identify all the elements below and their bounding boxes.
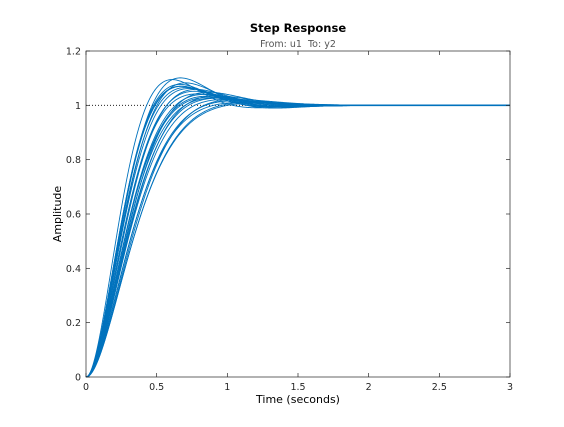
y-tick-label: 0.8 (66, 155, 81, 166)
x-axis-label: Time (seconds) (255, 393, 340, 406)
x-axis-ticks: 0 0.5 1 1.5 2 2.5 3 (83, 51, 513, 393)
step-response-curve (85, 98, 306, 378)
step-response-curve (85, 102, 339, 378)
step-response-curve (85, 82, 324, 378)
x-tick-label: 2.5 (432, 382, 447, 393)
y-tick-label: 0.6 (66, 210, 81, 221)
step-response-curve (85, 88, 317, 378)
x-tick-label: 3 (507, 382, 513, 393)
chart-title: Step Response (250, 21, 346, 35)
y-tick-label: 0 (75, 373, 81, 384)
x-tick-label: 0 (83, 382, 89, 393)
y-axis-ticks: 0 0.2 0.4 0.6 0.8 1 1.2 (66, 47, 510, 384)
response-curves (85, 77, 510, 378)
y-axis-label: Amplitude (51, 186, 64, 243)
x-tick-label: 2 (366, 382, 372, 393)
x-tick-label: 0.5 (149, 382, 164, 393)
y-tick-label: 0.4 (66, 264, 81, 275)
step-response-curve (85, 87, 301, 378)
x-tick-label: 1.5 (290, 382, 305, 393)
y-tick-label: 1.2 (66, 47, 81, 58)
step-response-curve (85, 93, 310, 378)
x-tick-label: 1 (224, 382, 230, 393)
y-tick-label: 0.2 (66, 318, 81, 329)
y-tick-label: 1 (75, 101, 81, 112)
chart-subtitle: From: u1 To: y2 (260, 39, 336, 50)
